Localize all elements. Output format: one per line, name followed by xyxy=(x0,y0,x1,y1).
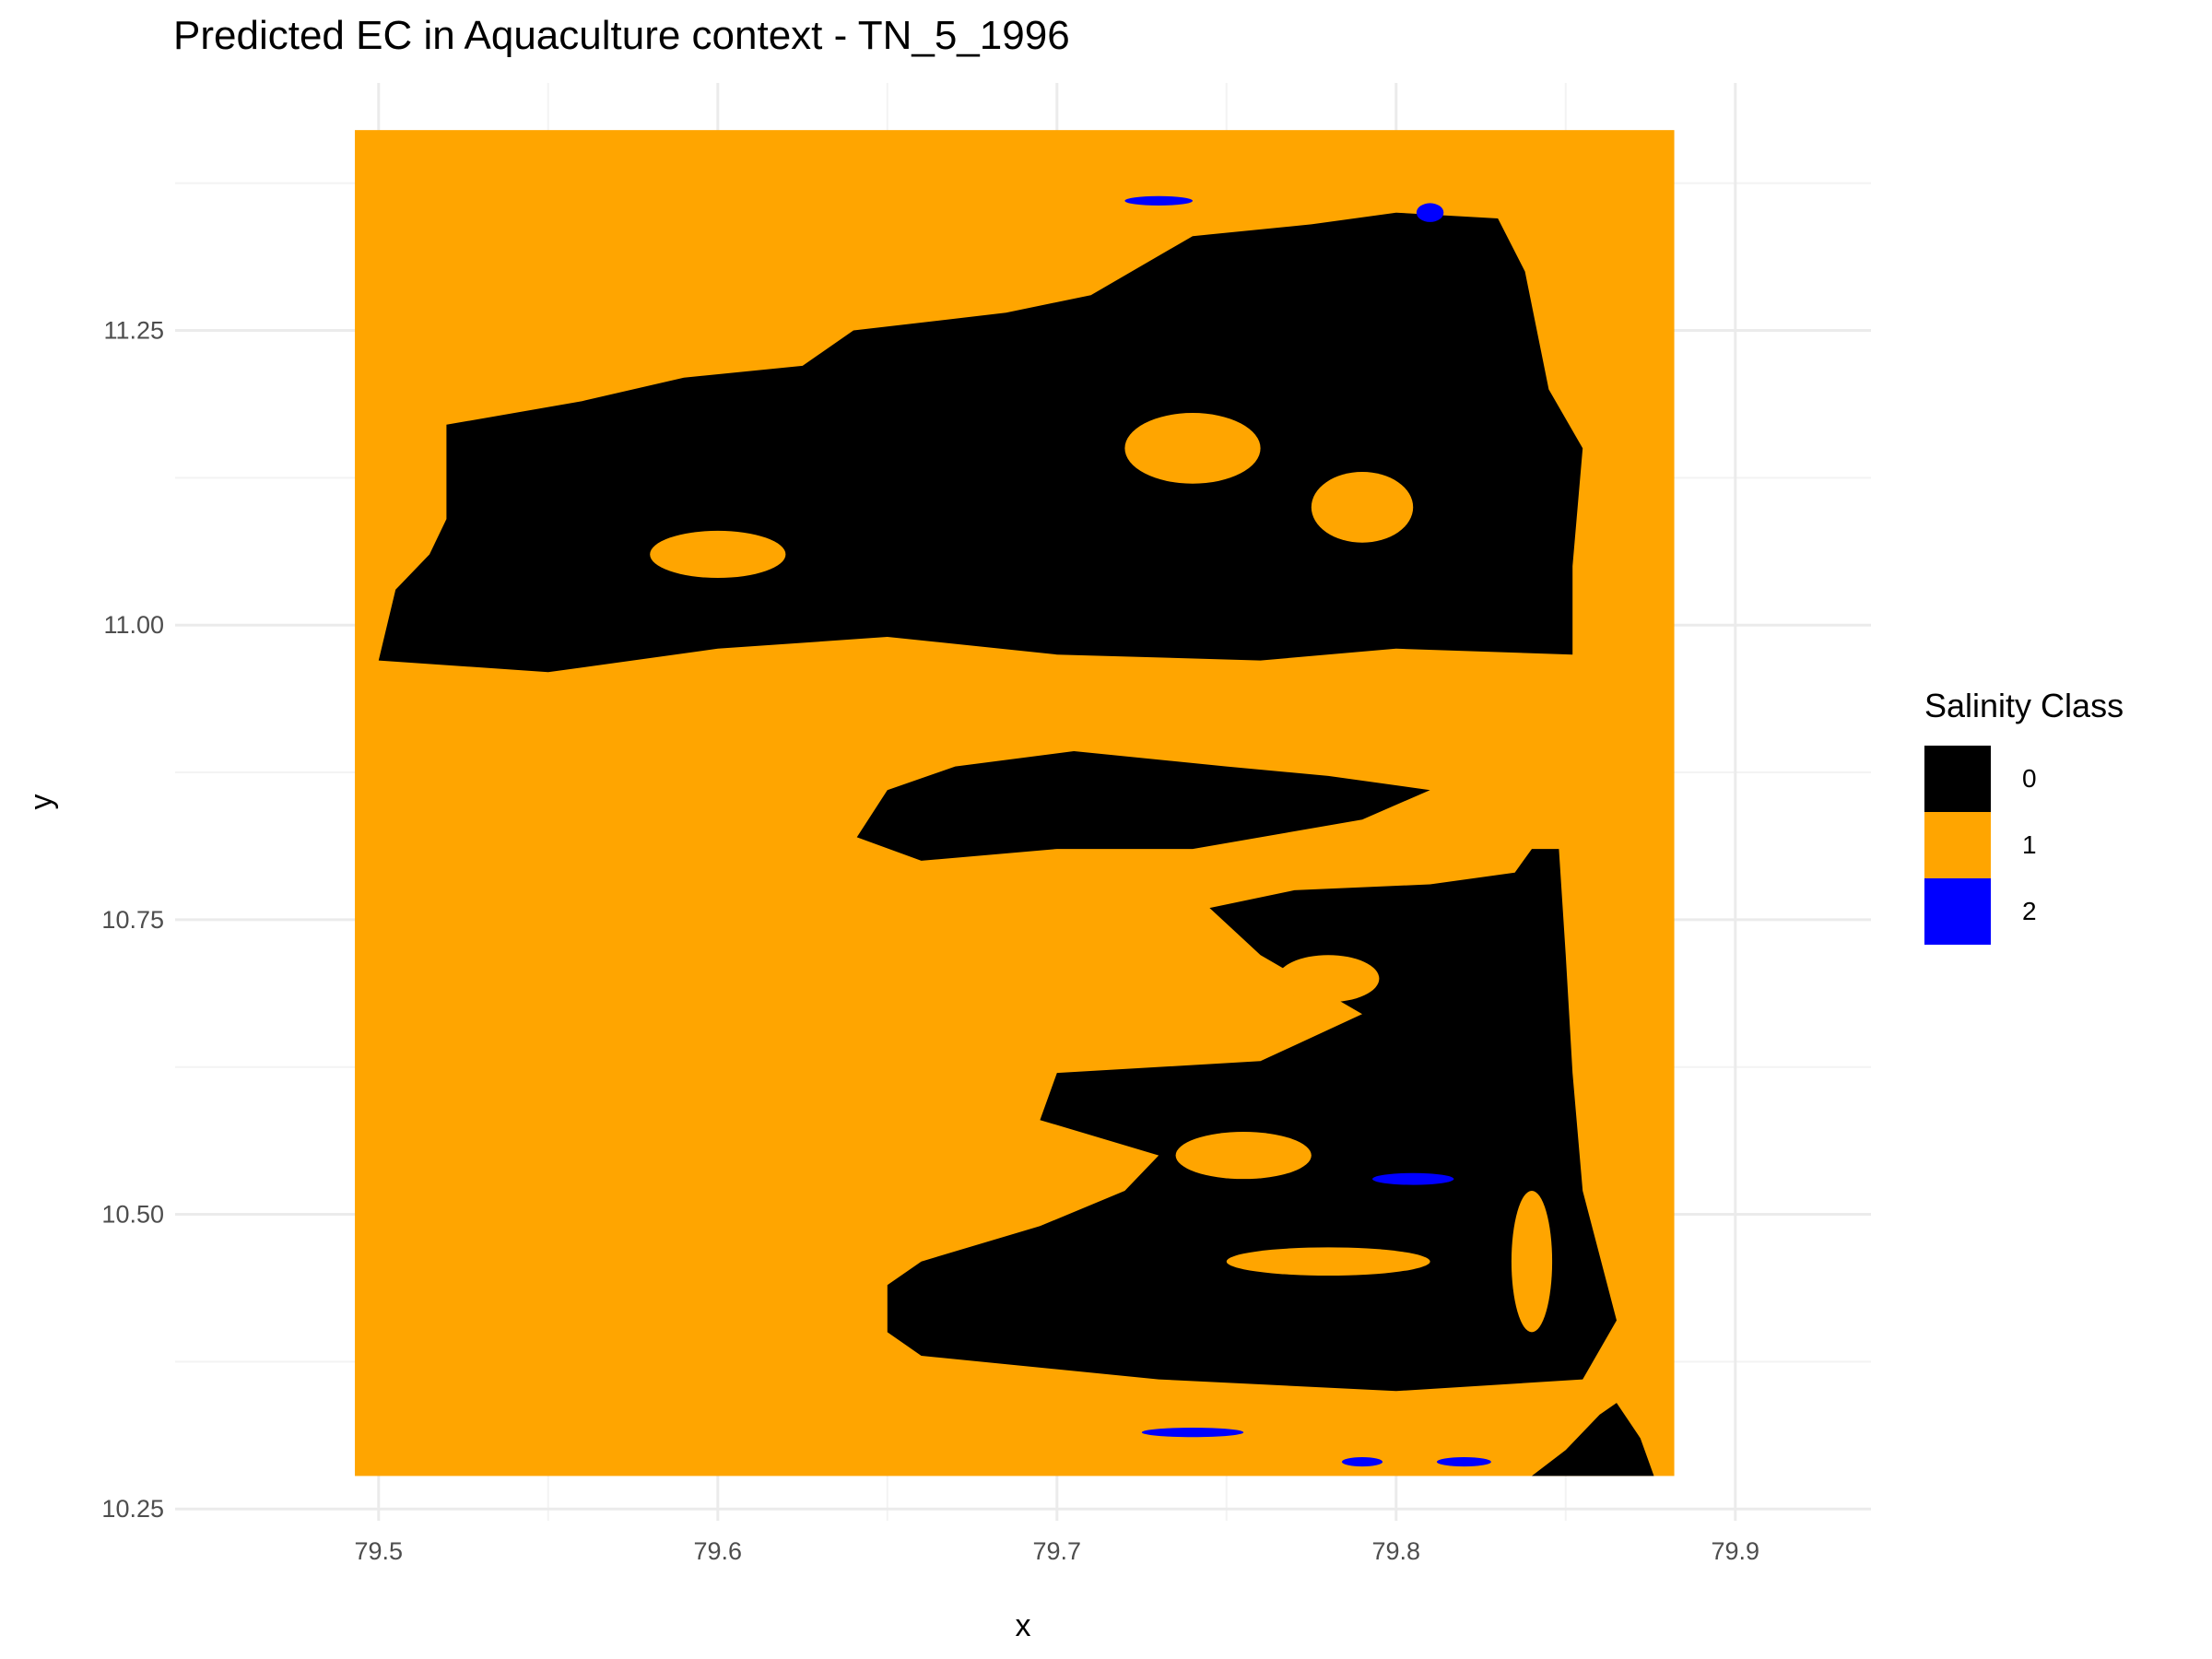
class-patches xyxy=(650,195,1553,1467)
y-axis-title: y xyxy=(24,794,59,810)
y-tick-label: 10.75 xyxy=(101,906,164,934)
legend-key xyxy=(1924,878,1991,945)
patch-class-2 xyxy=(1416,203,1444,222)
x-tick-label: 79.9 xyxy=(1712,1537,1760,1565)
x-tick-label: 79.6 xyxy=(694,1537,743,1565)
y-tick-label: 10.25 xyxy=(101,1495,164,1523)
patch-class-2 xyxy=(1124,195,1193,206)
middle-landmass xyxy=(856,751,1430,861)
legend-label: 2 xyxy=(2022,897,2037,925)
y-tick-label: 11.25 xyxy=(103,317,164,345)
tick-labels: 79.5 79.6 79.7 79.8 79.9 10.25 10.50 10.75 11.00… xyxy=(101,317,1759,1565)
legend-label: 1 xyxy=(2022,830,2037,859)
southeast-fringe xyxy=(1532,1403,1654,1477)
x-tick-label: 79.7 xyxy=(1033,1537,1082,1565)
x-tick-label: 79.8 xyxy=(1372,1537,1421,1565)
patch-class-2 xyxy=(1436,1456,1491,1467)
legend-label: 0 xyxy=(2022,764,2037,793)
legend-title: Salinity Class xyxy=(1924,687,2124,724)
legend-entries: 0 1 2 xyxy=(1924,746,2124,945)
y-tick-label: 10.50 xyxy=(101,1201,164,1229)
chart-title: Predicted EC in Aquaculture context - TN… xyxy=(173,13,1070,58)
x-tick-label: 79.5 xyxy=(355,1537,404,1565)
patch-class-1 xyxy=(1124,413,1261,484)
legend-key xyxy=(1924,812,1991,878)
patch-class-1 xyxy=(1175,1132,1312,1180)
patch-class-1 xyxy=(1511,1190,1553,1333)
patch-class-1 xyxy=(1311,471,1414,543)
patch-class-1 xyxy=(650,530,786,579)
legend-key xyxy=(1924,746,1991,812)
patch-class-2 xyxy=(1341,1456,1383,1467)
legend-entry-0: 0 xyxy=(1924,746,2124,812)
legend-entry-1: 1 xyxy=(1924,812,2124,878)
patch-class-1 xyxy=(1277,955,1380,1003)
legend: Salinity Class 0 1 2 xyxy=(1924,687,2124,945)
x-axis-title: x xyxy=(1016,1608,1031,1643)
patch-class-2 xyxy=(1372,1172,1454,1185)
y-tick-label: 11.00 xyxy=(103,611,164,639)
patch-class-2 xyxy=(1141,1427,1244,1438)
patch-class-1 xyxy=(1226,1247,1430,1277)
legend-entry-2: 2 xyxy=(1924,878,2124,945)
southern-landmass xyxy=(887,849,1617,1392)
